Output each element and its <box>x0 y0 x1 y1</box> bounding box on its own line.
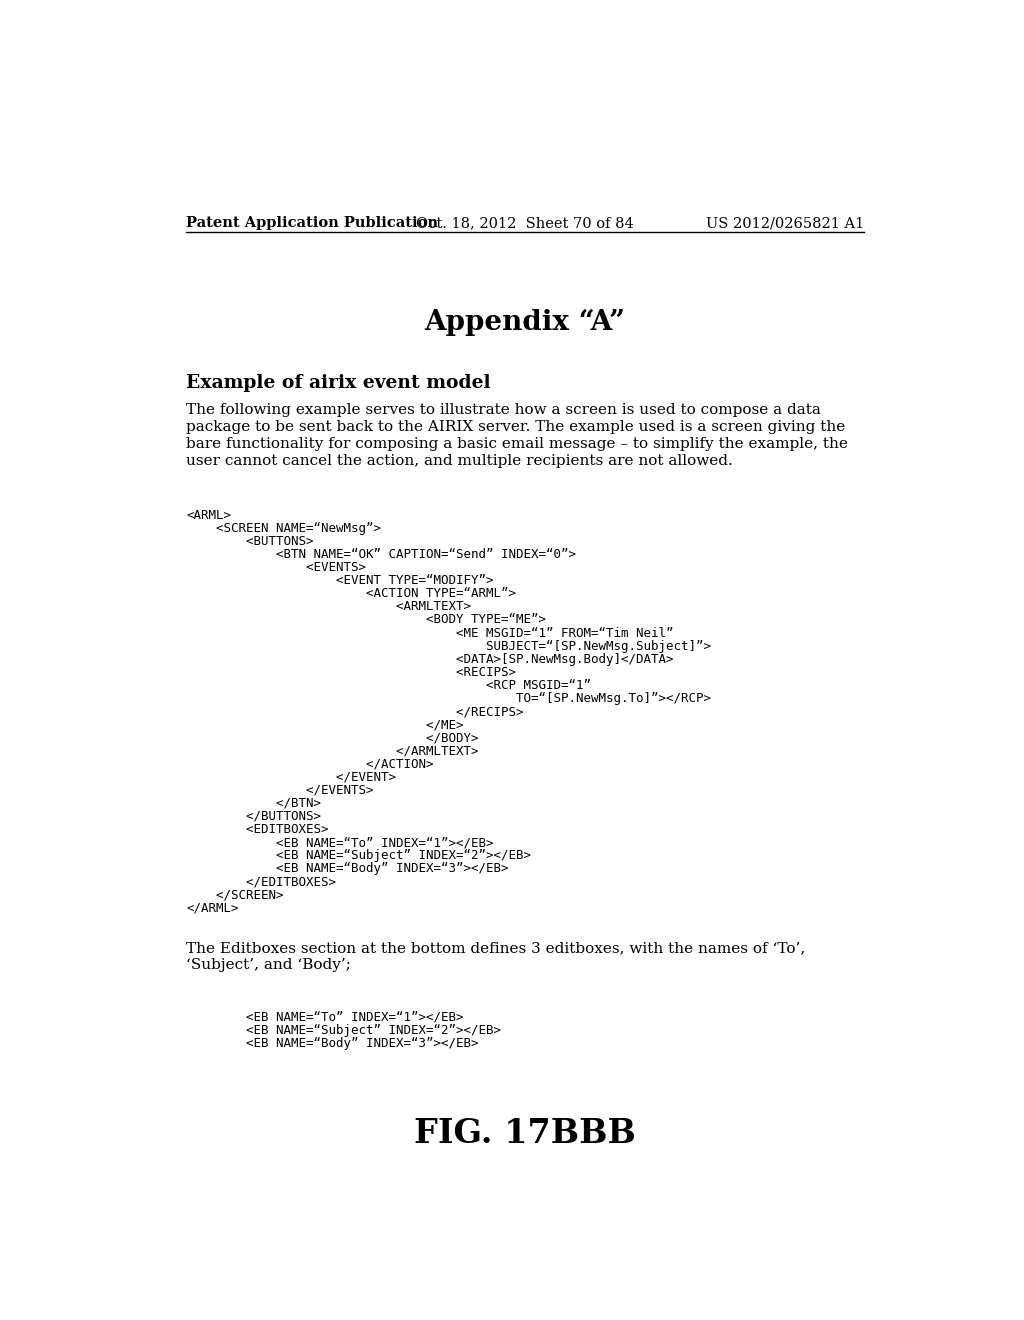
Text: </RECIPS>: </RECIPS> <box>186 705 523 718</box>
Text: </BUTTONS>: </BUTTONS> <box>186 810 322 822</box>
Text: <ARML>: <ARML> <box>186 508 231 521</box>
Text: </ARMLTEXT>: </ARMLTEXT> <box>186 744 478 758</box>
Text: package to be sent back to the AIRIX server. The example used is a screen giving: package to be sent back to the AIRIX ser… <box>186 420 846 434</box>
Text: <EB NAME=“Subject” INDEX=“2”></EB>: <EB NAME=“Subject” INDEX=“2”></EB> <box>186 1024 501 1038</box>
Text: </EVENTS>: </EVENTS> <box>186 784 374 797</box>
Text: The Editboxes section at the bottom defines 3 editboxes, with the names of ‘To’,: The Editboxes section at the bottom defi… <box>186 941 805 956</box>
Text: </EVENT>: </EVENT> <box>186 771 396 784</box>
Text: user cannot cancel the action, and multiple recipients are not allowed.: user cannot cancel the action, and multi… <box>186 454 733 469</box>
Text: FIG. 17BBB: FIG. 17BBB <box>414 1117 636 1150</box>
Text: <EB NAME=“Body” INDEX=“3”></EB>: <EB NAME=“Body” INDEX=“3”></EB> <box>186 1038 478 1049</box>
Text: SUBJECT=“[SP.NewMsg.Subject]”>: SUBJECT=“[SP.NewMsg.Subject]”> <box>186 640 711 652</box>
Text: <EVENT TYPE=“MODIFY”>: <EVENT TYPE=“MODIFY”> <box>186 574 494 587</box>
Text: <RECIPS>: <RECIPS> <box>186 665 516 678</box>
Text: </ARML>: </ARML> <box>186 902 239 915</box>
Text: Oct. 18, 2012  Sheet 70 of 84: Oct. 18, 2012 Sheet 70 of 84 <box>416 216 634 230</box>
Text: <BTN NAME=“OK” CAPTION=“Send” INDEX=“0”>: <BTN NAME=“OK” CAPTION=“Send” INDEX=“0”> <box>186 548 577 561</box>
Text: </BODY>: </BODY> <box>186 731 478 744</box>
Text: </BTN>: </BTN> <box>186 797 322 809</box>
Text: ‘Subject’, and ‘Body’;: ‘Subject’, and ‘Body’; <box>186 958 351 973</box>
Text: bare functionality for composing a basic email message – to simplify the example: bare functionality for composing a basic… <box>186 437 848 451</box>
Text: <BUTTONS>: <BUTTONS> <box>186 535 313 548</box>
Text: </ACTION>: </ACTION> <box>186 758 433 771</box>
Text: US 2012/0265821 A1: US 2012/0265821 A1 <box>706 216 864 230</box>
Text: The following example serves to illustrate how a screen is used to compose a dat: The following example serves to illustra… <box>186 404 821 417</box>
Text: </EDITBOXES>: </EDITBOXES> <box>186 875 336 888</box>
Text: <EB NAME=“To” INDEX=“1”></EB>: <EB NAME=“To” INDEX=“1”></EB> <box>186 836 494 849</box>
Text: Appendix “A”: Appendix “A” <box>424 309 626 335</box>
Text: </SCREEN>: </SCREEN> <box>186 888 284 902</box>
Text: Patent Application Publication: Patent Application Publication <box>186 216 438 230</box>
Text: TO=“[SP.NewMsg.To]”></RCP>: TO=“[SP.NewMsg.To]”></RCP> <box>186 692 711 705</box>
Text: <EDITBOXES>: <EDITBOXES> <box>186 822 329 836</box>
Text: <DATA>[SP.NewMsg.Body]</DATA>: <DATA>[SP.NewMsg.Body]</DATA> <box>186 653 674 665</box>
Text: <BODY TYPE=“ME”>: <BODY TYPE=“ME”> <box>186 614 546 627</box>
Text: <RCP MSGID=“1”: <RCP MSGID=“1” <box>186 678 591 692</box>
Text: Example of airix event model: Example of airix event model <box>186 374 490 392</box>
Text: <EVENTS>: <EVENTS> <box>186 561 367 574</box>
Text: <ME MSGID=“1” FROM=“Tim Neil”: <ME MSGID=“1” FROM=“Tim Neil” <box>186 627 674 640</box>
Text: <EB NAME=“Body” INDEX=“3”></EB>: <EB NAME=“Body” INDEX=“3”></EB> <box>186 862 509 875</box>
Text: <SCREEN NAME=“NewMsg”>: <SCREEN NAME=“NewMsg”> <box>186 521 381 535</box>
Text: <EB NAME=“Subject” INDEX=“2”></EB>: <EB NAME=“Subject” INDEX=“2”></EB> <box>186 849 531 862</box>
Text: </ME>: </ME> <box>186 718 464 731</box>
Text: <ACTION TYPE=“ARML”>: <ACTION TYPE=“ARML”> <box>186 587 516 601</box>
Text: <EB NAME=“To” INDEX=“1”></EB>: <EB NAME=“To” INDEX=“1”></EB> <box>186 1011 464 1024</box>
Text: <ARMLTEXT>: <ARMLTEXT> <box>186 601 471 614</box>
